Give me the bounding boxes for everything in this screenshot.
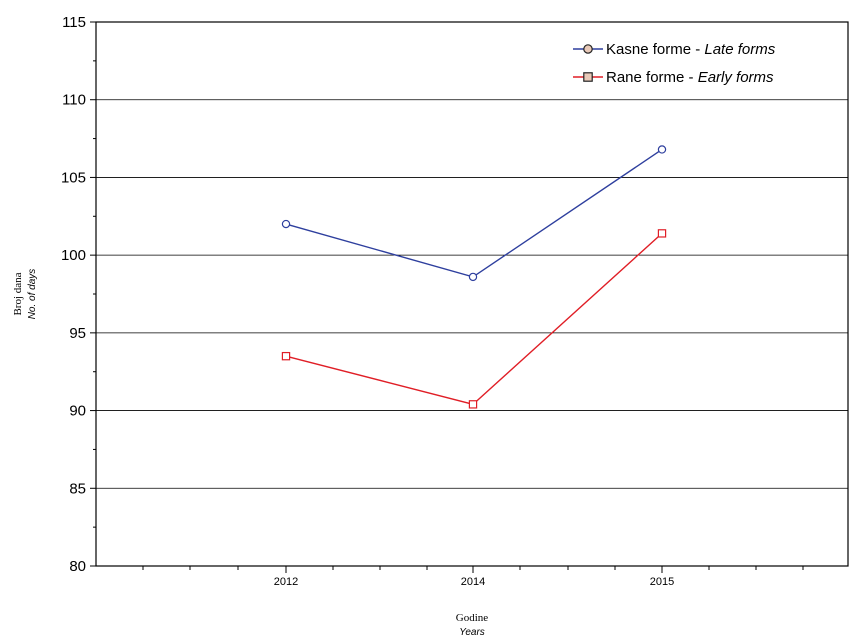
plot-frame xyxy=(95,21,849,567)
data-point xyxy=(468,272,478,282)
data-point xyxy=(657,145,667,154)
legend-marker xyxy=(583,44,593,54)
y-axis: 80 85 90 95 100 105 110 115 xyxy=(61,14,96,575)
y-tick-label: 85 xyxy=(69,480,86,497)
legend-label: Kasne forme - Late forms xyxy=(606,41,776,58)
y-axis-label: Broj dana xyxy=(12,272,24,315)
data-point xyxy=(281,219,291,229)
x-tick-label: 2015 xyxy=(650,576,674,588)
series-line xyxy=(285,232,663,406)
y-tick-label: 80 xyxy=(69,558,86,575)
y-tick-label: 105 xyxy=(61,169,86,186)
y-axis-label-italic: No. of days xyxy=(27,269,38,320)
legend: Kasne forme - Late forms Rane forme - Ear… xyxy=(573,41,776,86)
gridlines xyxy=(96,99,848,489)
data-point xyxy=(468,400,478,409)
x-tick-label: 2014 xyxy=(461,576,485,588)
series-group xyxy=(281,145,667,409)
y-tick-label: 95 xyxy=(69,325,86,342)
data-point xyxy=(281,351,291,361)
x-tick-label: 2012 xyxy=(274,576,298,588)
y-tick-label: 100 xyxy=(61,247,86,264)
y-tick-label: 110 xyxy=(62,92,86,109)
data-point xyxy=(657,229,667,238)
x-axis-label-italic: Years xyxy=(459,627,485,638)
x-axis-label: Godine xyxy=(456,612,489,624)
series-line xyxy=(285,148,663,278)
y-tick-label: 115 xyxy=(62,14,86,31)
legend-label: Rane forme - Early forms xyxy=(606,69,774,86)
x-axis: 2012 2014 2015 xyxy=(142,566,804,588)
legend-marker xyxy=(583,72,593,82)
y-tick-label: 90 xyxy=(69,403,86,420)
